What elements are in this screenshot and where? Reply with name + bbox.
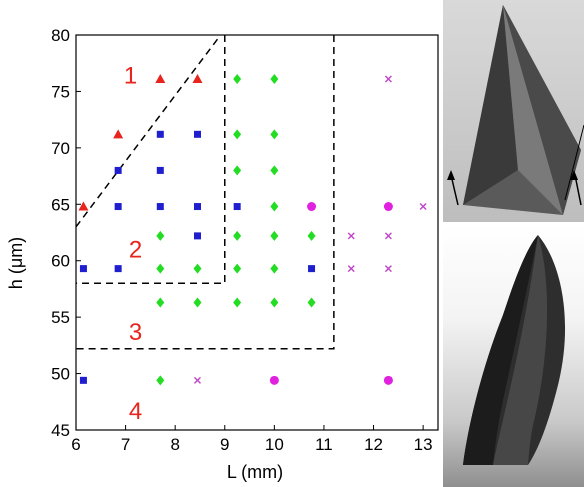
- x-tick-label: 7: [121, 435, 130, 454]
- diamond-point: [270, 201, 279, 212]
- y-tick-label: 65: [51, 195, 70, 214]
- y-axis: 45 50 55 60 65 70 75 80: [51, 26, 81, 440]
- diamond-point: [193, 263, 202, 274]
- square-point: [114, 265, 122, 273]
- square-point: [193, 130, 201, 138]
- plot-area: 1 2 3 4: [75, 34, 439, 431]
- x-point-stroke: [384, 232, 392, 240]
- diamond-point: [233, 165, 242, 176]
- y-axis-label: h (μm): [6, 237, 26, 289]
- circle-point: [307, 202, 317, 212]
- circle-point: [383, 375, 393, 385]
- x-point-stroke: [384, 265, 392, 273]
- diamond-point: [270, 129, 279, 140]
- diamond-point: [156, 263, 165, 274]
- square-point: [156, 203, 164, 211]
- diamond-point: [270, 263, 279, 274]
- circle-point: [269, 375, 279, 385]
- x-axis: 6 7 8 9 10 11 12 13: [71, 425, 433, 454]
- diamond-point: [307, 297, 316, 308]
- diamond-point: [233, 129, 242, 140]
- x-tick-label: 9: [220, 435, 229, 454]
- x-point: [347, 265, 355, 273]
- x-tick-label: 11: [315, 435, 333, 454]
- triangle-point: [78, 201, 89, 211]
- diamond-point: [233, 74, 242, 85]
- square-point: [233, 203, 241, 211]
- x-point-stroke: [419, 203, 427, 211]
- x-point-stroke: [347, 232, 355, 240]
- y-tick-label: 55: [51, 308, 70, 327]
- x-point: [384, 232, 392, 240]
- triangle-point: [192, 74, 203, 84]
- x-point: [384, 265, 392, 273]
- diamond-point: [233, 230, 242, 241]
- square-point: [79, 265, 87, 273]
- x-point-stroke: [193, 376, 201, 384]
- diamond-point: [156, 230, 165, 241]
- square-point: [308, 265, 316, 273]
- region-label: 1: [124, 63, 137, 90]
- diamond-point: [156, 375, 165, 386]
- diamond-point: [307, 230, 316, 241]
- x-point-stroke: [384, 75, 392, 83]
- region-label: 2: [129, 236, 142, 263]
- x-point: [384, 75, 392, 83]
- plot-frame: [75, 34, 439, 431]
- x-tick-label: 10: [265, 435, 284, 454]
- regime-boundary: [75, 35, 221, 228]
- x-tick-label: 12: [364, 435, 383, 454]
- region-label: 4: [129, 398, 142, 425]
- x-axis-label: L (mm): [227, 462, 283, 482]
- square-point: [156, 130, 164, 138]
- square-point: [193, 203, 201, 211]
- regime-boundary: [76, 35, 226, 285]
- diamond-point: [156, 297, 165, 308]
- square-point: [156, 166, 164, 174]
- y-tick-label: 45: [51, 421, 70, 440]
- circle-point: [383, 202, 393, 212]
- triangle-point: [155, 74, 166, 84]
- y-tick-label: 80: [51, 26, 70, 45]
- x-tick-label: 6: [71, 435, 80, 454]
- y-tick-label: 75: [51, 82, 70, 101]
- regime-boundary: [76, 35, 335, 350]
- photo-pyramid-tip: [443, 0, 584, 222]
- diamond-point: [233, 263, 242, 274]
- photo-curved-tip: [443, 225, 584, 487]
- diamond-point: [193, 297, 202, 308]
- x-point: [193, 376, 201, 384]
- y-tick-label: 70: [51, 139, 70, 158]
- triangle-point: [113, 129, 124, 139]
- diamond-point: [270, 297, 279, 308]
- square-point: [114, 203, 122, 211]
- x-tick-label: 8: [170, 435, 179, 454]
- x-point-stroke: [347, 265, 355, 273]
- diamond-point: [270, 230, 279, 241]
- square-point: [114, 166, 122, 174]
- square-point: [193, 232, 201, 240]
- square-point: [79, 376, 87, 384]
- diamond-point: [233, 297, 242, 308]
- y-tick-label: 50: [51, 365, 70, 384]
- y-tick-label: 60: [51, 252, 70, 271]
- x-point: [347, 232, 355, 240]
- region-label: 3: [129, 319, 142, 346]
- x-point: [419, 203, 427, 211]
- diamond-point: [270, 74, 279, 85]
- diamond-point: [270, 165, 279, 176]
- x-tick-label: 13: [414, 435, 433, 454]
